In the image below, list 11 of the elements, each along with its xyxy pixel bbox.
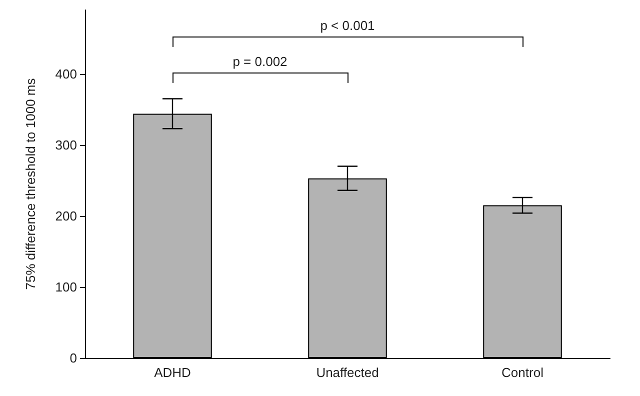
y-tick-label: 0 (70, 350, 77, 366)
y-tick-label: 400 (55, 66, 77, 82)
x-tick-label: Unaffected (316, 365, 379, 380)
y-tick-label: 300 (55, 137, 77, 152)
y-axis-title: 75% difference threshold to 1000 ms (23, 78, 38, 290)
y-tick-label: 100 (55, 279, 77, 294)
annotation: p < 0.001 (320, 18, 375, 33)
x-tick-label: Control (502, 365, 544, 380)
annotation: p = 0.002 (232, 54, 288, 69)
x-tick-label: ADHD (154, 365, 191, 380)
y-tick-label: 200 (55, 208, 77, 224)
